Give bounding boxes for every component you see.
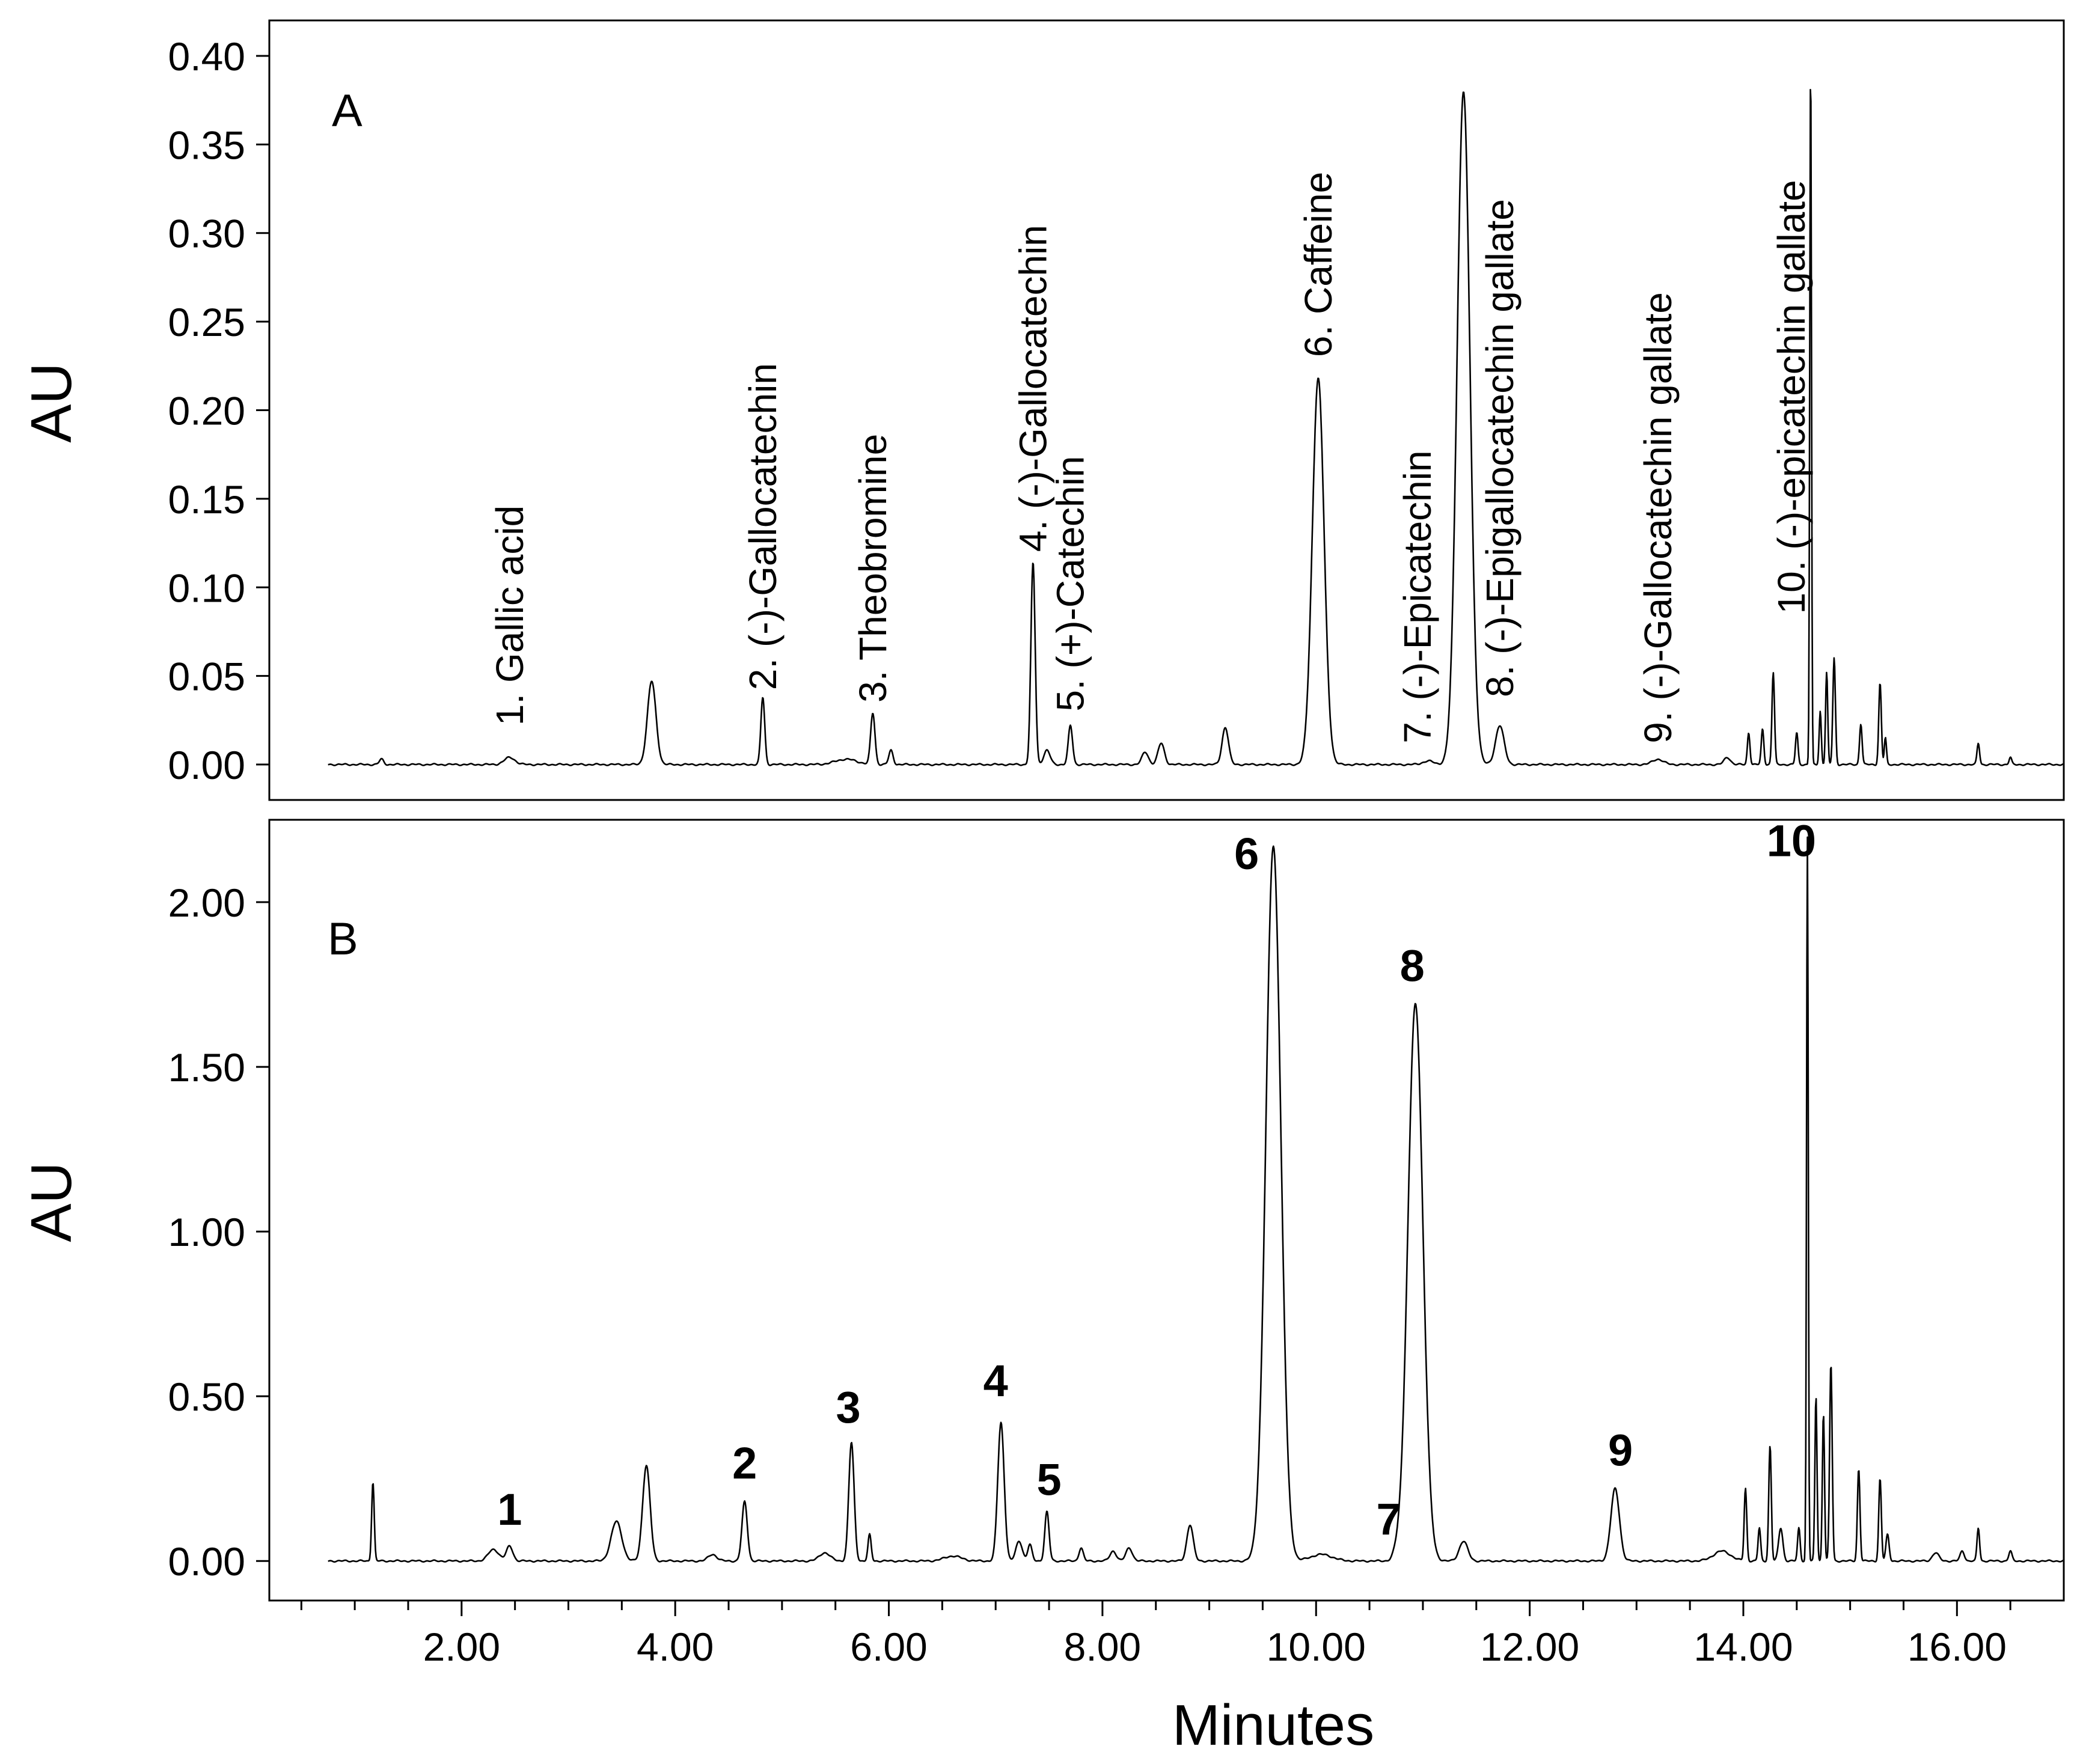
panel-b-frame	[268, 819, 2065, 1602]
y-tick-label: 0.20	[168, 389, 245, 433]
peak-label: 5. (+)-Catechin	[1049, 456, 1092, 712]
x-tick-label: 16.00	[1907, 1625, 2007, 1669]
y-tick-label: 0.35	[168, 123, 245, 167]
peak-number: 3	[836, 1382, 860, 1432]
y-tick-label: 0.05	[168, 655, 245, 699]
y-tick-label: 0.15	[168, 477, 245, 522]
peak-number: 4	[983, 1356, 1008, 1406]
peak-label: 1. Gallic acid	[488, 505, 531, 725]
x-tick-label: 4.00	[637, 1625, 714, 1669]
y-tick-label: 0.00	[168, 743, 245, 787]
y-tick-label: 1.00	[168, 1210, 245, 1254]
y-tick-label: 0.40	[168, 34, 245, 79]
y-tick-label: 0.50	[168, 1375, 245, 1419]
panel-a-y-axis: 0.00 0.05 0.10 0.15 0.20 0.25 0.30 0.35 0.40	[168, 34, 269, 787]
peak-label: 9. (-)-Gallocatechin gallate	[1636, 292, 1680, 743]
panel-b-y-axis-title: AU	[19, 1162, 84, 1242]
x-tick-label: 10.00	[1267, 1625, 1366, 1669]
peak-label: 3. Theobromine	[851, 434, 895, 703]
panel-b-y-axis: 0.00 0.50 1.00 1.50 2.00	[168, 880, 269, 1584]
panel-b-trace	[328, 836, 2064, 1563]
panel-a-peak-labels: A 1. Gallic acid 2. (-)-Gallocatechin 3. Th…	[332, 85, 1813, 743]
y-tick-label: 0.25	[168, 300, 245, 344]
peak-label: 8. (-)-Epigallocatechin gallate	[1478, 199, 1522, 697]
panel-a-chromatogram: 0.00 0.05 0.10 0.15 0.20 0.25 0.30 0.35 0.40 A 1.…	[19, 19, 2065, 801]
x-tick-label: 14.00	[1693, 1625, 1793, 1669]
peak-number: 5	[1036, 1455, 1061, 1505]
y-tick-label: 1.50	[168, 1045, 245, 1090]
peak-number: 6	[1234, 829, 1259, 879]
peak-label: 2. (-)-Gallocatechin	[741, 363, 785, 690]
panel-b-x-axis: 2.00 4.00 6.00 8.00 10.00 12.00 14.00 16.00	[300, 1601, 2011, 1669]
x-tick-label: 8.00	[1064, 1625, 1141, 1669]
x-tick-label: 2.00	[423, 1625, 500, 1669]
y-tick-label: 0.30	[168, 212, 245, 256]
peak-label: 4. (-)-Gallocatechin	[1011, 225, 1054, 552]
panel-letter: A	[332, 85, 362, 136]
x-tick-label: 6.00	[850, 1625, 927, 1669]
y-tick-label: 0.10	[168, 566, 245, 610]
peak-label: 7. (-)-Epicatechin	[1396, 450, 1439, 743]
peak-label: 6. Caffeine	[1297, 172, 1340, 357]
y-tick-label: 2.00	[168, 880, 245, 925]
panel-b-peak-labels: B 1 2 3 45 6 7 8 9 10	[328, 816, 1816, 1544]
x-axis-title: Minutes	[1172, 1693, 1374, 1757]
peak-number: 8	[1400, 941, 1425, 991]
peak-number: 10	[1767, 816, 1816, 865]
panel-a-y-axis-title: AU	[19, 362, 84, 442]
peak-number: 9	[1608, 1425, 1633, 1475]
x-tick-label: 12.00	[1480, 1625, 1579, 1669]
peak-number: 1	[497, 1485, 522, 1534]
panel-letter: B	[328, 914, 358, 965]
y-tick-label: 0.00	[168, 1539, 245, 1584]
panel-a-trace	[328, 88, 2064, 766]
peak-number: 7	[1376, 1494, 1401, 1544]
peak-label: 10. (-)-epicatechin gallate	[1770, 180, 1813, 614]
peak-number: 2	[732, 1438, 757, 1488]
panel-b-chromatogram: 0.000.501.001.502.00 2.00 4.00 6.00 8.00 10.…	[19, 816, 2065, 1757]
